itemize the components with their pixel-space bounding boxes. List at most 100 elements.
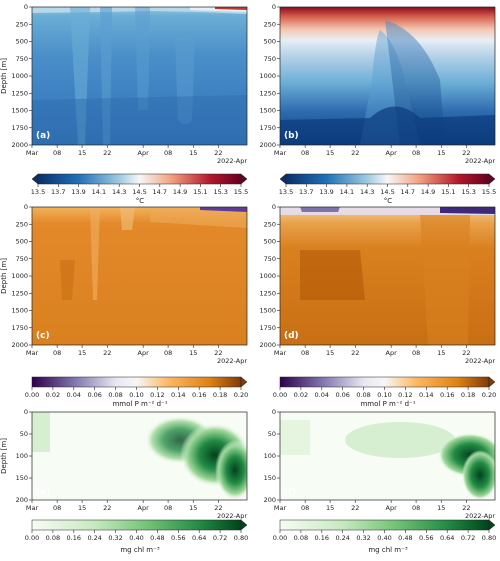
colorbar-tick-label: 0.32: [356, 534, 370, 542]
panel-c: (c): [31, 206, 248, 346]
colorbar-tick-label: 13.5: [31, 188, 45, 196]
x-tick-label: 22: [462, 349, 470, 357]
panel-b: (b): [279, 6, 496, 146]
x-tick-label: 08: [164, 504, 172, 512]
y-tick-label: 500: [16, 38, 28, 46]
colorbar-tick-label: 14.3: [360, 188, 374, 196]
colorbar-tick-label: 0.16: [67, 534, 81, 542]
colorbar-flux-c: 0.00 0.02 0.04 0.06 0.08 0.10 0.12 0.14 0.16 0.18…: [25, 376, 248, 408]
colorbar-tick-label: 0.10: [129, 391, 143, 399]
y-tick-label: 1500: [259, 307, 276, 315]
colorbar-tick-label: 0.20: [234, 391, 248, 399]
year-label: 2022-Apr: [465, 357, 495, 365]
panel-label-f: (f): [284, 488, 296, 498]
x-tick-label: 08: [53, 349, 61, 357]
colorbar-tick-label: 13.9: [71, 188, 85, 196]
colorbar-tick-label: 0.20: [482, 391, 496, 399]
colorbar-tick-label: 0.56: [171, 534, 185, 542]
y-tick-label: 1500: [11, 107, 28, 115]
y-tick-label: 1750: [11, 124, 28, 132]
x-tick-label: 15: [189, 504, 197, 512]
x-tick-label: 15: [78, 504, 86, 512]
y-tick-label: 1750: [259, 324, 276, 332]
y-tick-label: 1500: [11, 307, 28, 315]
x-tick-label: 08: [164, 149, 172, 157]
colorbar-tick-label: 13.9: [319, 188, 333, 196]
colorbar-tick-label: 0.02: [294, 391, 308, 399]
y-tick-label: 750: [264, 255, 276, 263]
x-tick-label: 22: [351, 349, 359, 357]
y-tick-label: 250: [16, 20, 28, 28]
y-tick-label: 250: [264, 220, 276, 228]
colorbar-tick-label: 14.3: [112, 188, 126, 196]
x-tick-label: 15: [437, 504, 445, 512]
year-label: 2022-Apr: [217, 157, 247, 165]
x-tick-label: 22: [103, 349, 111, 357]
colorbar-tick-label: 0.80: [482, 534, 496, 542]
x-tick-label: 08: [412, 149, 420, 157]
y-tick-label: 2000: [259, 341, 276, 349]
y-tick-label: 750: [264, 55, 276, 63]
colorbar-tick-label: 0.08: [356, 391, 370, 399]
x-tick-label: 08: [164, 349, 172, 357]
y-tick-label: 1000: [11, 272, 28, 280]
x-tick-label: 08: [301, 349, 309, 357]
y-tick-label: 750: [16, 55, 28, 63]
axes-panel-3: Mar 08 15 22 Apr 08 15 222022-Apr02505007501000…: [0, 203, 247, 365]
x-tick-label: 22: [351, 504, 359, 512]
colorbar-unit: mmol P m⁻² d⁻¹: [360, 400, 415, 408]
x-tick-label: 15: [78, 149, 86, 157]
x-tick-label: Mar: [26, 349, 39, 357]
x-tick-label: 22: [214, 349, 222, 357]
y-tick-label: 0: [24, 203, 28, 211]
colorbar-tick-label: 14.5: [380, 188, 394, 196]
y-tick-label: 0: [272, 3, 276, 11]
y-tick-label: 1750: [259, 124, 276, 132]
x-tick-label: Mar: [274, 349, 287, 357]
year-label: 2022-Apr: [217, 512, 247, 520]
colorbar-tick-label: 14.1: [340, 188, 354, 196]
y-tick-label: 150: [264, 474, 276, 482]
colorbar-tick-label: 14.1: [92, 188, 106, 196]
y-tick-label: 1250: [11, 89, 28, 97]
panel-label-d: (d): [284, 331, 299, 341]
x-tick-label: 22: [351, 149, 359, 157]
x-tick-label: 08: [301, 149, 309, 157]
y-tick-label: 250: [264, 20, 276, 28]
axes-panel-4: Mar 08 15 22 Apr 08 15 222022-Apr02505007501000…: [259, 203, 495, 365]
x-tick-label: 08: [412, 349, 420, 357]
y-tick-label: 150: [16, 474, 28, 482]
x-tick-label: 08: [412, 504, 420, 512]
panel-a: (a): [31, 6, 248, 146]
x-tick-label: 15: [437, 149, 445, 157]
colorbar-tick-label: 0.12: [150, 391, 164, 399]
colorbar-tick-label: 0.64: [440, 534, 454, 542]
axes-panel-1: Mar 08 15 22 Apr 08 15 222022-Apr02505007501000…: [0, 3, 247, 165]
x-tick-label: 08: [53, 149, 61, 157]
colorbar-tick-label: 0.06: [335, 391, 349, 399]
x-tick-label: 22: [462, 149, 470, 157]
axes-panel-2: Mar 08 15 22 Apr 08 15 222022-Apr02505007501000…: [259, 3, 495, 165]
x-tick-label: 22: [214, 149, 222, 157]
colorbar-tick-label: 0.00: [25, 534, 39, 542]
x-tick-label: Mar: [274, 149, 287, 157]
colorbar-tick-label: 0.16: [440, 391, 454, 399]
colorbar-unit: mmol P m⁻² d⁻¹: [112, 400, 167, 408]
x-tick-label: Mar: [26, 504, 39, 512]
colorbar-tick-label: 0.40: [129, 534, 143, 542]
x-tick-label: 08: [53, 504, 61, 512]
colorbar-tick-label: 13.7: [299, 188, 313, 196]
colorbar-tick-label: 0.48: [398, 534, 412, 542]
y-tick-label: 500: [264, 38, 276, 46]
colorbar-tick-label: 0.16: [192, 391, 206, 399]
y-tick-label: 1250: [259, 289, 276, 297]
y-tick-label: 1500: [259, 107, 276, 115]
y-tick-label: 250: [16, 220, 28, 228]
x-tick-label: Apr: [138, 349, 150, 357]
panel-d: (d): [279, 206, 496, 346]
y-tick-label: 100: [16, 452, 28, 460]
y-tick-label: 1250: [259, 89, 276, 97]
colorbar-flux-d: 0.00 0.02 0.04 0.06 0.08 0.10 0.12 0.14 0.16 0.18…: [273, 376, 496, 408]
